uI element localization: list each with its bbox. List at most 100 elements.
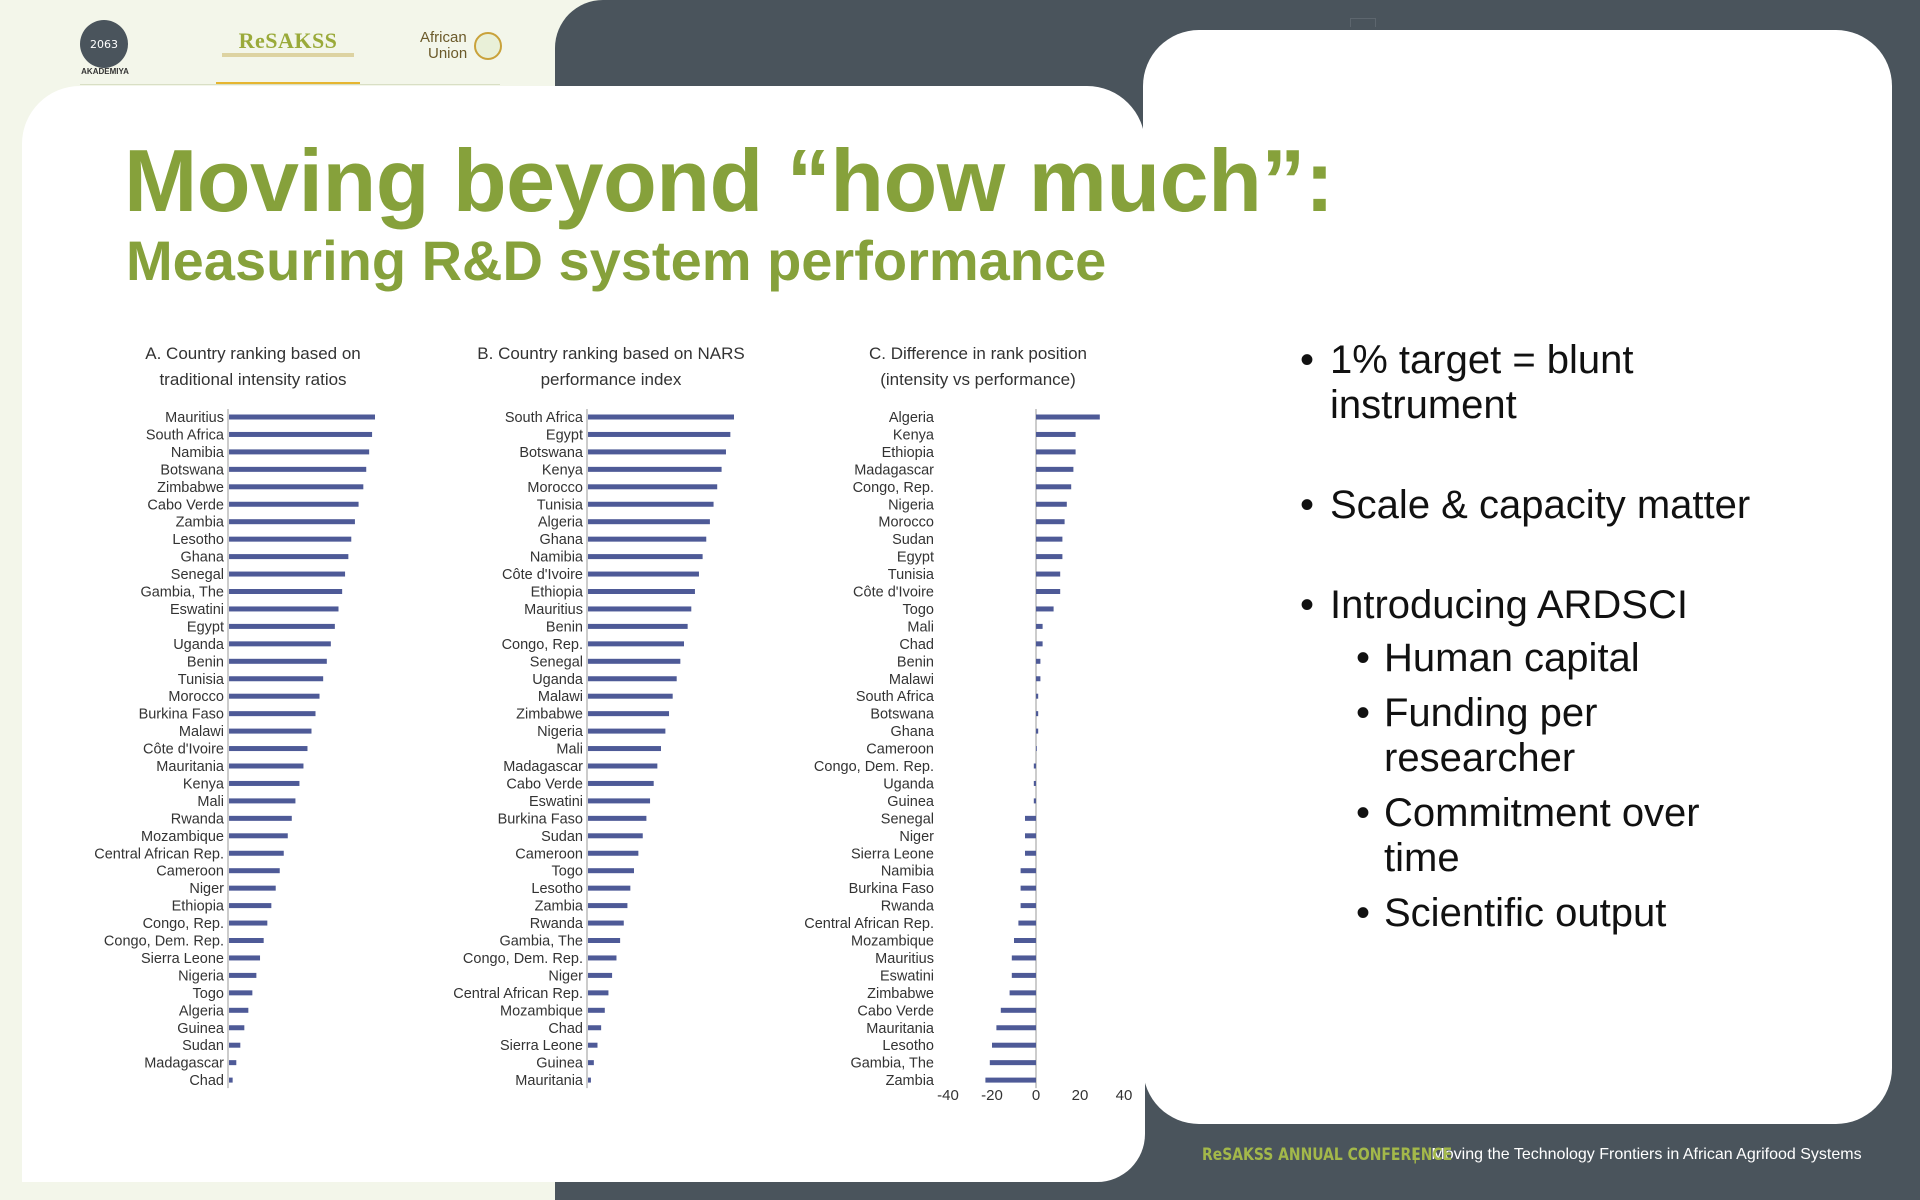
chart-category-label: Gambia, The [850,1056,934,1072]
ranking-charts: A. Country ranking based on traditional i… [94,344,1132,1104]
chart-category-label: Egypt [546,427,583,443]
chart-bar [229,868,280,874]
chart-bar [989,1060,1036,1066]
chart-category-label: Mozambique [851,934,934,950]
chart-bar [229,693,320,699]
chart-category-label: Morocco [168,689,224,705]
chart-bar [588,1060,594,1066]
chart-bar [229,920,268,926]
chart-bar [588,536,707,542]
resakss-logo-underline [216,82,360,85]
chart-bar [229,955,261,961]
chart-bar [1036,589,1061,594]
chart-bar [229,536,352,542]
chart-category-label: Mali [556,742,583,758]
chart-category-label: Uganda [173,637,225,653]
chart-category-label: Chad [899,637,934,653]
chart-title: B. Country ranking based on NARS [477,344,744,363]
chart-bar [996,1025,1036,1031]
chart-bar [1020,885,1036,891]
chart-bar [229,449,370,455]
sub-bullet-item: Funding per researcher [1300,691,1760,781]
chart-bar [588,571,699,577]
chart-category-label: Benin [897,654,934,670]
chart-bar [229,414,375,420]
chart-bar [229,519,355,525]
chart-bar [229,1042,241,1048]
chart-bar [1036,746,1037,752]
chart-category-label: Ethiopia [531,585,584,601]
chart-bar [588,990,609,996]
chart-category-label: Zimbabwe [157,480,224,496]
chart-title: performance index [541,370,682,389]
chart-bar [588,501,714,507]
chart-category-label: Uganda [883,776,935,792]
chart-bar [588,1042,598,1048]
chart-bar [229,1060,237,1066]
chart-bar [588,833,643,839]
chart-category-label: Egypt [897,550,934,566]
slide-title: Moving beyond “how much”: [124,131,1334,230]
au-logo-line-2: Union [428,45,468,62]
chart-category-label: Guinea [536,1056,584,1072]
chart-bar [229,623,335,629]
chart-category-label: Senegal [171,567,224,583]
chart-bar [985,1077,1036,1083]
chart-category-label: Congo, Dem. Rep. [104,934,224,950]
chart-category-label: Guinea [177,1021,225,1037]
chart-category-label: Botswana [870,707,935,723]
chart-category-label: Burkina Faso [139,707,224,723]
chart-category-label: Chad [189,1073,224,1089]
chart-bar [229,833,288,839]
footer-tagline: Moving the Technology Frontiers in Afric… [1431,1146,1862,1163]
chart-category-label: Madagascar [144,1056,224,1072]
sub-bullet-item: Scientific output [1300,891,1760,936]
chart-bar [1036,536,1063,542]
resakss-logo-subtitle-bar [222,53,354,57]
chart-bar [1036,519,1065,525]
akademiya-logo-icon: 2063 [80,20,128,68]
chart-bar [588,728,666,734]
chart-bar [229,780,300,786]
chart-category-label: Tunisia [537,497,584,513]
logo-bar: 2063 AKADEMIYA ReSAKSS African Union [0,0,555,86]
chart-title: C. Difference in rank position [869,344,1087,363]
chart-bar [1033,798,1036,804]
chart-category-label: Malawi [179,724,224,740]
footer-separator: | [1413,1145,1418,1164]
chart-bar [588,972,613,978]
chart-bar [588,606,692,612]
chart-category-label: Lesotho [531,881,583,897]
chart-category-label: Ghana [890,724,934,740]
au-logo-line-1: African [420,29,467,46]
chart-category-label: Cabo Verde [147,497,224,513]
chart-category-label: Cameroon [866,742,934,758]
chart-bar [229,589,343,594]
chart-category-label: Tunisia [178,672,225,688]
chart-category-label: Nigeria [537,724,584,740]
chart-bar [229,431,373,437]
chart-category-label: Ghana [539,532,583,548]
chart-category-label: Nigeria [178,968,225,984]
chart-bar [1009,990,1036,996]
chart-category-label: Eswatini [529,794,583,810]
chart-bar [1036,658,1041,664]
chart-category-label: Central African Rep. [453,986,583,1002]
chart-category-label: Nigeria [888,497,935,513]
chart-category-label: Niger [899,829,934,845]
chart-category-label: Algeria [179,1003,225,1019]
chart-bar [588,484,718,490]
chart-bar [229,763,304,769]
chart-category-label: Togo [193,986,224,1002]
resakss-logo: ReSAKSS [238,28,338,53]
chart-bar [229,658,327,664]
chart-category-label: Mauritius [875,951,934,967]
chart-category-label: Senegal [530,654,583,670]
chart-tick-label: -20 [981,1087,1003,1104]
chart-category-label: Sierra Leone [141,951,224,967]
chart-bar [588,746,661,752]
chart-bar [229,972,257,978]
chart-category-label: Congo, Dem. Rep. [814,759,934,775]
chart-category-label: South Africa [146,427,225,443]
chart-category-label: Zimbabwe [516,707,583,723]
